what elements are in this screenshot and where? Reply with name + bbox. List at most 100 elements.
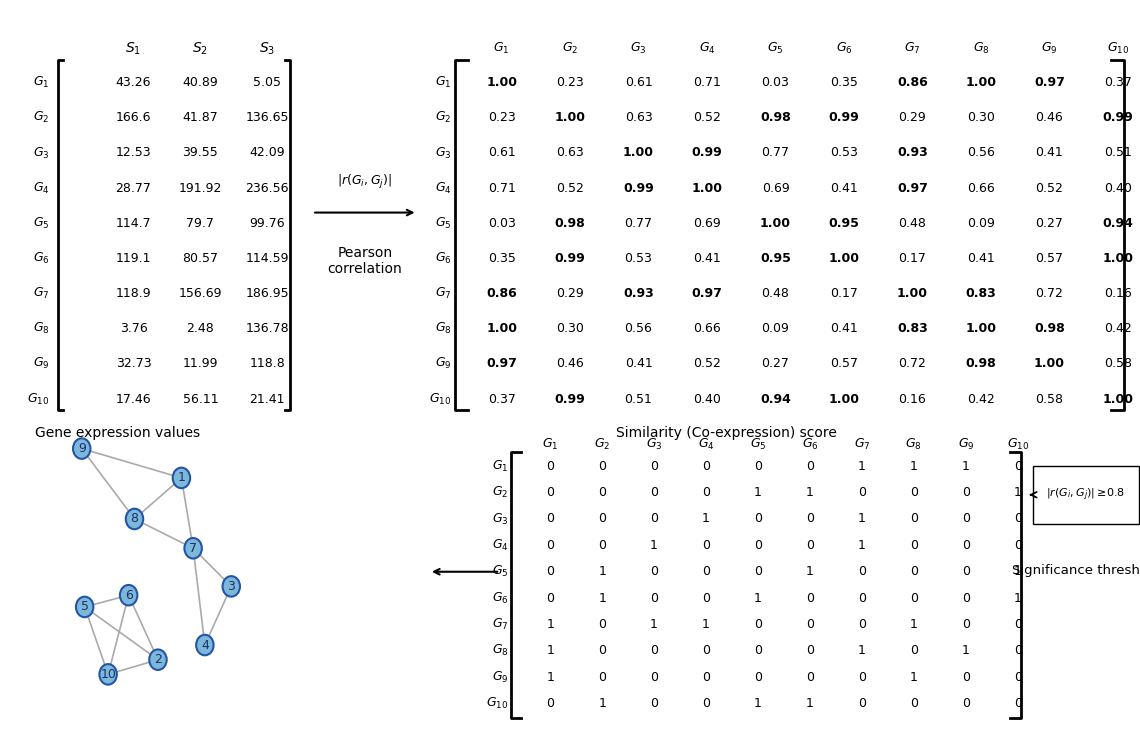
Text: $G_{7}$: $G_{7}$ xyxy=(435,286,451,301)
Text: 28.77: 28.77 xyxy=(115,182,152,195)
Text: Significance threshold: Significance threshold xyxy=(1011,564,1140,577)
Text: 0.51: 0.51 xyxy=(625,393,652,405)
Text: 1.00: 1.00 xyxy=(486,76,518,89)
Text: $G_{10}$: $G_{10}$ xyxy=(430,391,451,407)
Text: 1.00: 1.00 xyxy=(624,147,654,160)
Text: 0.09: 0.09 xyxy=(967,217,995,229)
Ellipse shape xyxy=(172,468,190,488)
Text: 0.61: 0.61 xyxy=(488,147,515,160)
Text: 0: 0 xyxy=(598,618,606,631)
Text: 0: 0 xyxy=(702,460,710,473)
Text: 0.46: 0.46 xyxy=(1035,111,1064,125)
Text: 0.77: 0.77 xyxy=(625,217,652,229)
Text: 0: 0 xyxy=(910,644,918,658)
Text: $S_{1}$: $S_{1}$ xyxy=(125,41,141,57)
Text: 0.98: 0.98 xyxy=(1034,323,1065,335)
Text: 1.00: 1.00 xyxy=(829,393,860,405)
Text: 0.23: 0.23 xyxy=(556,76,584,89)
Text: Similarity (Co-expression) score: Similarity (Co-expression) score xyxy=(616,426,837,440)
Text: 32.73: 32.73 xyxy=(115,358,152,370)
Text: 0: 0 xyxy=(598,671,606,684)
Text: 0.69: 0.69 xyxy=(762,182,789,195)
Text: 0.63: 0.63 xyxy=(556,147,584,160)
Text: 1: 1 xyxy=(754,592,762,605)
Text: 0: 0 xyxy=(910,539,918,552)
Text: 0: 0 xyxy=(754,618,762,631)
Text: 0.41: 0.41 xyxy=(967,252,995,265)
Text: 0: 0 xyxy=(650,671,658,684)
Text: 1: 1 xyxy=(546,644,554,658)
Text: 3.76: 3.76 xyxy=(120,323,147,335)
Text: 0.86: 0.86 xyxy=(897,76,928,89)
Text: 1: 1 xyxy=(858,644,865,658)
Text: 0: 0 xyxy=(702,539,710,552)
Text: 0.63: 0.63 xyxy=(625,111,652,125)
Text: 0: 0 xyxy=(650,565,658,578)
Text: 0: 0 xyxy=(1013,671,1021,684)
Text: 0: 0 xyxy=(806,460,814,473)
Text: 1.00: 1.00 xyxy=(486,323,518,335)
Text: $G_{5}$: $G_{5}$ xyxy=(435,216,451,231)
Text: 0: 0 xyxy=(546,486,554,499)
Text: 0: 0 xyxy=(910,697,918,710)
Text: 156.69: 156.69 xyxy=(179,287,222,300)
Text: 0.86: 0.86 xyxy=(487,287,516,300)
Text: 7: 7 xyxy=(189,542,197,555)
Text: 0.16: 0.16 xyxy=(898,393,927,405)
Text: 0: 0 xyxy=(598,644,606,658)
Text: $G_{4}$: $G_{4}$ xyxy=(699,41,716,56)
Text: 56.11: 56.11 xyxy=(182,393,218,405)
Text: 0.57: 0.57 xyxy=(830,358,858,370)
Text: $G_{7}$: $G_{7}$ xyxy=(854,437,870,452)
Text: 1: 1 xyxy=(754,486,762,499)
Text: 0.57: 0.57 xyxy=(1035,252,1064,265)
Text: 0: 0 xyxy=(754,539,762,552)
Text: 166.6: 166.6 xyxy=(116,111,152,125)
Text: 0: 0 xyxy=(806,644,814,658)
Text: 0.23: 0.23 xyxy=(488,111,515,125)
Text: 0.95: 0.95 xyxy=(760,252,791,265)
Text: 43.26: 43.26 xyxy=(116,76,152,89)
Text: 0: 0 xyxy=(962,539,970,552)
Text: $S_{2}$: $S_{2}$ xyxy=(193,41,209,57)
Text: 0.56: 0.56 xyxy=(967,147,995,160)
Text: 0: 0 xyxy=(962,697,970,710)
Text: $G_{4}$: $G_{4}$ xyxy=(33,180,49,196)
Text: 0.29: 0.29 xyxy=(898,111,927,125)
Text: 0.97: 0.97 xyxy=(1034,76,1065,89)
Text: 236.56: 236.56 xyxy=(245,182,288,195)
Text: $G_{2}$: $G_{2}$ xyxy=(594,437,610,452)
Text: 2.48: 2.48 xyxy=(187,323,214,335)
Text: 1: 1 xyxy=(702,512,710,526)
Text: 0: 0 xyxy=(546,697,554,710)
Text: 0.51: 0.51 xyxy=(1104,147,1132,160)
Text: 0.48: 0.48 xyxy=(762,287,790,300)
Text: $G_{3}$: $G_{3}$ xyxy=(491,512,508,526)
FancyBboxPatch shape xyxy=(1033,465,1139,524)
Text: 136.78: 136.78 xyxy=(245,323,290,335)
Text: 0.52: 0.52 xyxy=(693,111,720,125)
Text: $G_{5}$: $G_{5}$ xyxy=(491,564,508,579)
Text: 0: 0 xyxy=(598,460,606,473)
Text: 1.00: 1.00 xyxy=(897,287,928,300)
Text: 1.00: 1.00 xyxy=(1102,252,1133,265)
Text: 0: 0 xyxy=(858,486,866,499)
Text: 0.71: 0.71 xyxy=(693,76,720,89)
Text: $G_{10}$: $G_{10}$ xyxy=(486,696,508,711)
Text: 0: 0 xyxy=(910,565,918,578)
Text: 136.65: 136.65 xyxy=(245,111,288,125)
Text: 0: 0 xyxy=(806,539,814,552)
Text: 0: 0 xyxy=(962,512,970,526)
Text: 1: 1 xyxy=(962,644,970,658)
Text: 0.69: 0.69 xyxy=(693,217,720,229)
Text: 1: 1 xyxy=(546,671,554,684)
Text: $G_{9}$: $G_{9}$ xyxy=(491,670,508,685)
Text: 0.61: 0.61 xyxy=(625,76,652,89)
Text: 0.98: 0.98 xyxy=(966,358,996,370)
Text: 0: 0 xyxy=(806,618,814,631)
Text: 1.00: 1.00 xyxy=(1034,358,1065,370)
Text: 0.99: 0.99 xyxy=(829,111,860,125)
Text: 1: 1 xyxy=(598,697,606,710)
Text: 0.41: 0.41 xyxy=(693,252,720,265)
Text: 1: 1 xyxy=(858,460,865,473)
